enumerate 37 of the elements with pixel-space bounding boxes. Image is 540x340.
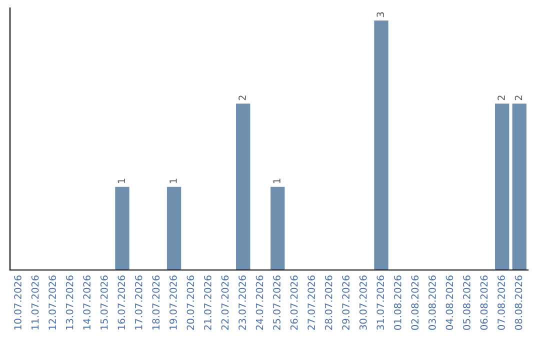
x-tick-label: 07.08.2026 [498, 275, 505, 330]
data-label: 1 [170, 178, 177, 183]
x-tick-label: 24.07.2026 [256, 275, 264, 330]
x-tick-label: 29.07.2026 [342, 275, 350, 330]
x-tick-label: 16.07.2026 [118, 275, 126, 330]
x-tick-label: 15.07.2026 [100, 275, 108, 330]
x-tick-label: 12.07.2026 [48, 275, 56, 330]
x-tick-label: 22.07.2026 [221, 275, 229, 330]
x-tick-label: 04.08.2026 [446, 275, 454, 330]
x-tick-label: 02.08.2026 [411, 275, 419, 330]
x-tick-label: 26.07.2026 [290, 275, 298, 330]
x-tick-label: 19.07.2026 [170, 275, 177, 330]
data-label: 2 [514, 96, 522, 100]
x-tick-label: 17.07.2026 [134, 275, 142, 330]
x-tick-label: 08.08.2026 [514, 275, 522, 330]
x-tick-label: 03.08.2026 [428, 275, 436, 330]
x-tick-label: 01.08.2026 [394, 275, 402, 330]
data-label: 2 [238, 96, 246, 100]
x-tick-label: 25.07.2026 [273, 275, 280, 330]
x-tick-label: 13.07.2026 [66, 275, 74, 330]
data-label: 1 [118, 178, 125, 183]
x-tick-label: 14.07.2026 [83, 275, 91, 330]
x-tick-label: 11.07.2026 [31, 275, 39, 330]
x-tick-label: 31.07.2026 [376, 275, 384, 330]
data-label: 2 [498, 96, 505, 100]
x-tick-label: 10.07.2026 [14, 275, 22, 330]
x-tick-label: 20.07.2026 [186, 275, 194, 330]
x-tick-label: 27.07.2026 [308, 275, 315, 330]
data-label: 3 [376, 12, 384, 17]
x-tick-label: 06.08.2026 [480, 275, 488, 330]
x-tick-label: 30.07.2026 [359, 275, 367, 330]
x-tick-label: 28.07.2026 [324, 275, 332, 330]
x-tick-label: 23.07.2026 [238, 275, 246, 330]
x-tick-label: 18.07.2026 [152, 275, 160, 330]
data-label: 1 [273, 178, 280, 183]
x-tick-label: 05.08.2026 [463, 275, 470, 330]
x-tick-label: 21.07.2026 [204, 275, 212, 330]
